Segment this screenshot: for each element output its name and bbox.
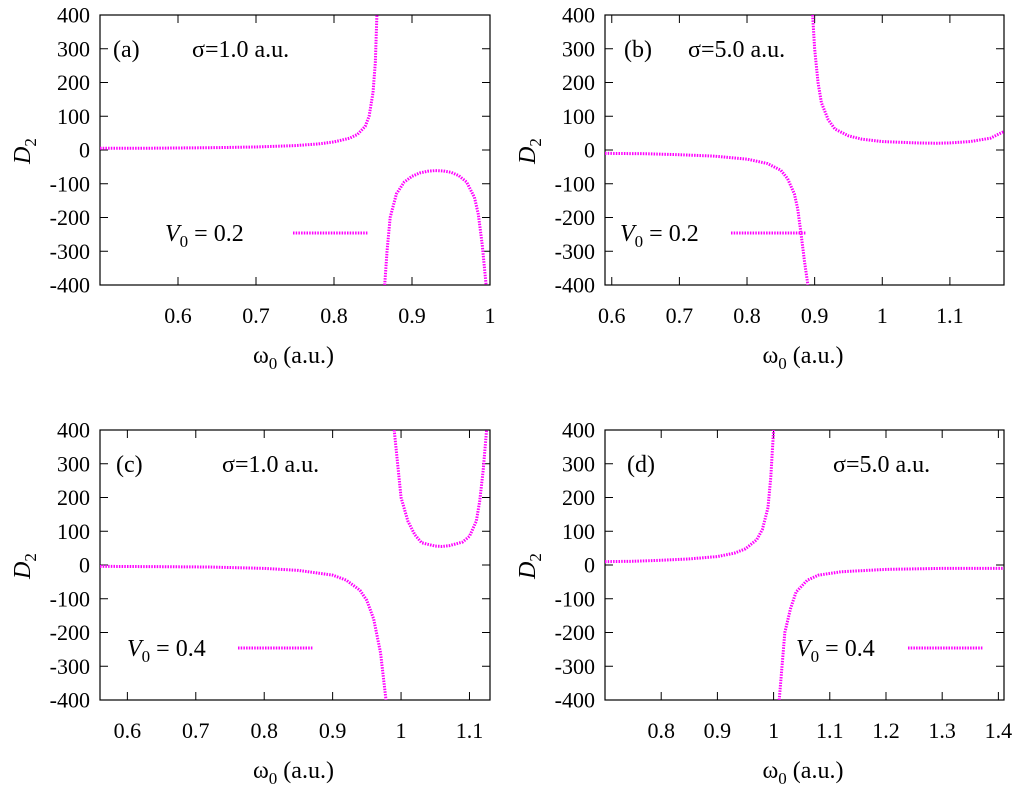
y-tick-label: 400 bbox=[57, 418, 90, 443]
x-tick-label: 0.8 bbox=[320, 303, 348, 328]
y-tick-label: -200 bbox=[555, 620, 595, 645]
y-tick-label: 200 bbox=[57, 485, 90, 510]
y-tick-label: 400 bbox=[562, 3, 595, 28]
x-axis-label: ω0 (a.u.) bbox=[763, 758, 844, 788]
x-tick-label: 0.9 bbox=[801, 303, 829, 328]
x-tick-label: 1.4 bbox=[985, 718, 1013, 743]
x-tick-label: 1.2 bbox=[872, 718, 900, 743]
y-tick-label: -100 bbox=[555, 586, 595, 611]
panel-label: (d) bbox=[627, 452, 655, 478]
series-0-branch-1 bbox=[392, 430, 489, 548]
y-tick-label: 200 bbox=[57, 70, 90, 95]
panel-d: -400 -300 -200 -100 0 100 200 300 400 0.8 0.9 1 1.1 1… bbox=[515, 418, 1012, 789]
y-tick-label: -400 bbox=[50, 688, 90, 713]
y-tick-label: 400 bbox=[57, 3, 90, 28]
y-tick-label: -300 bbox=[50, 239, 90, 264]
panel-label: (b) bbox=[624, 37, 652, 63]
x-axis-label: ω0 (a.u.) bbox=[253, 343, 334, 373]
y-tick-label: -200 bbox=[50, 620, 90, 645]
x-tick-label: 1.1 bbox=[456, 718, 484, 743]
legend-label: V0 = 0.4 bbox=[127, 636, 206, 666]
y-axis-label: D2 bbox=[515, 553, 545, 580]
y-axis-label: D2 bbox=[515, 138, 545, 165]
y-tick-label: -100 bbox=[555, 171, 595, 196]
y-tick-label: 0 bbox=[584, 138, 595, 163]
panel-label: (a) bbox=[113, 37, 140, 63]
x-tick-label: 0.9 bbox=[704, 718, 732, 743]
y-axis-label: D2 bbox=[10, 553, 40, 580]
x-tick-label: 0.6 bbox=[598, 303, 626, 328]
y-tick-label: 400 bbox=[562, 418, 595, 443]
series-0-branch-0 bbox=[100, 564, 388, 700]
x-axis-label: ω0 (a.u.) bbox=[253, 758, 334, 788]
x-tick-label: 1 bbox=[485, 303, 496, 328]
panel-a: -400 -300 -200 -100 0 100 200 300 400 0.6 0.7 0.8 0.… bbox=[10, 3, 496, 374]
series-0-branch-1 bbox=[777, 566, 1004, 700]
sigma-annotation: σ=1.0 a.u. bbox=[192, 37, 289, 63]
series-0-branch-0 bbox=[605, 151, 810, 285]
legend-label: V0 = 0.4 bbox=[796, 636, 875, 666]
legend-label: V0 = 0.2 bbox=[620, 221, 699, 251]
y-tick-label: 300 bbox=[57, 36, 90, 61]
x-tick-label: 0.8 bbox=[250, 718, 278, 743]
y-tick-label: 100 bbox=[562, 519, 595, 544]
sigma-annotation: σ=5.0 a.u. bbox=[688, 37, 785, 63]
y-tick-label: -200 bbox=[555, 205, 595, 230]
y-tick-label: -300 bbox=[555, 654, 595, 679]
x-tick-label: 1 bbox=[877, 303, 888, 328]
x-tick-label: 1 bbox=[396, 718, 407, 743]
x-tick-label: 0.7 bbox=[242, 303, 270, 328]
x-tick-label: 0.7 bbox=[182, 718, 210, 743]
y-tick-label: 200 bbox=[562, 70, 595, 95]
plot-frame bbox=[99, 14, 491, 286]
y-tick-label: -100 bbox=[50, 586, 90, 611]
legend-label: V0 = 0.2 bbox=[165, 221, 244, 251]
y-tick-label: 0 bbox=[79, 553, 90, 578]
series-0-branch-0 bbox=[605, 430, 776, 564]
panel-b: -400 -300 -200 -100 0 100 200 300 400 0.6 0.7 0.8 0.… bbox=[515, 3, 1005, 373]
x-tick-label: 0.8 bbox=[733, 303, 761, 328]
x-tick-label: 1.1 bbox=[936, 303, 964, 328]
sigma-annotation: σ=5.0 a.u. bbox=[833, 452, 930, 478]
x-tick-label: 1 bbox=[768, 718, 779, 743]
y-tick-label: 200 bbox=[562, 485, 595, 510]
y-tick-label: -100 bbox=[50, 171, 90, 196]
y-tick-label: -300 bbox=[555, 239, 595, 264]
panel-label: (c) bbox=[116, 452, 143, 478]
y-tick-label: 300 bbox=[562, 451, 595, 476]
x-tick-label: 0.6 bbox=[114, 718, 142, 743]
sigma-annotation: σ=1.0 a.u. bbox=[222, 452, 319, 478]
x-tick-label: 0.9 bbox=[319, 718, 347, 743]
y-tick-label: 0 bbox=[584, 553, 595, 578]
x-tick-label: 0.8 bbox=[647, 718, 675, 743]
x-tick-label: 0.6 bbox=[164, 303, 192, 328]
x-tick-label: 1.1 bbox=[816, 718, 844, 743]
y-axis-label: D2 bbox=[10, 138, 40, 165]
y-tick-label: 300 bbox=[562, 36, 595, 61]
series-0-branch-1 bbox=[383, 169, 488, 285]
panel-c: -400 -300 -200 -100 0 100 200 300 400 0.6 0.7 0.8 0.… bbox=[10, 418, 491, 788]
y-tick-label: 100 bbox=[57, 519, 90, 544]
y-tick-label: 100 bbox=[562, 104, 595, 129]
series-0-branch-0 bbox=[100, 15, 379, 150]
x-tick-label: 0.7 bbox=[666, 303, 694, 328]
x-tick-label: 0.9 bbox=[398, 303, 426, 328]
y-tick-label: -300 bbox=[50, 654, 90, 679]
y-tick-label: 100 bbox=[57, 104, 90, 129]
y-tick-label: 300 bbox=[57, 451, 90, 476]
y-tick-label: -400 bbox=[555, 273, 595, 298]
x-axis-label: ω0 (a.u.) bbox=[763, 343, 844, 373]
series-0-branch-1 bbox=[811, 15, 1004, 145]
y-tick-label: -400 bbox=[555, 688, 595, 713]
y-tick-label: -200 bbox=[50, 205, 90, 230]
y-tick-label: 0 bbox=[79, 138, 90, 163]
y-tick-label: -400 bbox=[50, 273, 90, 298]
x-tick-label: 1.3 bbox=[928, 718, 956, 743]
